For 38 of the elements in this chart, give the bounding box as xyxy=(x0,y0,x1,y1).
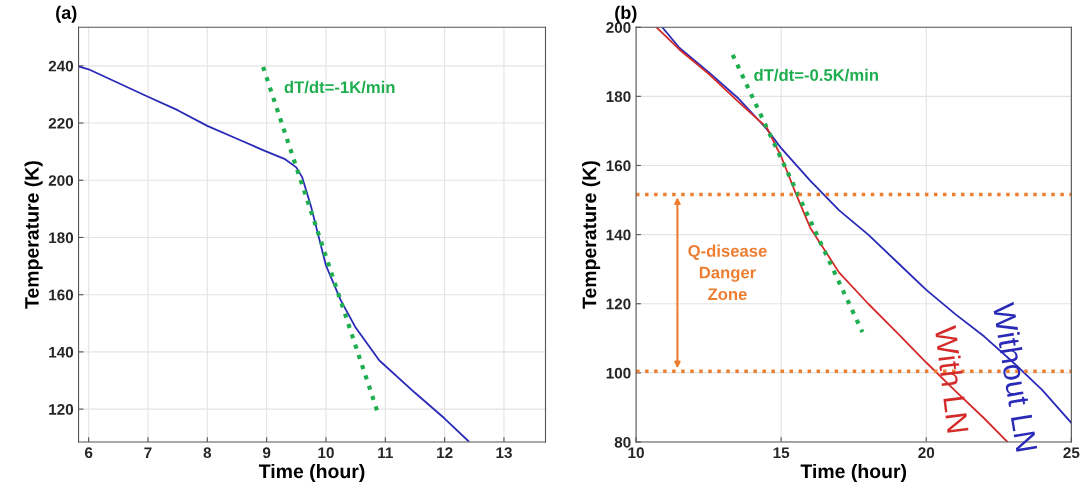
y-tick-label: 180 xyxy=(606,91,631,103)
x-tick-label: 10 xyxy=(318,447,334,459)
x-tick-label: 25 xyxy=(1063,447,1080,459)
x-tick-label: 13 xyxy=(496,447,512,459)
y-tick-label: 120 xyxy=(606,298,631,310)
chart-title: (a) xyxy=(56,5,77,23)
x-tick-label: 12 xyxy=(437,447,453,458)
x-tick-label: 20 xyxy=(918,447,935,459)
y-tick-label: 140 xyxy=(49,346,74,358)
x-axis-title: Time (hour) xyxy=(800,463,907,483)
y-axis-title: Temperature (K) xyxy=(24,161,43,309)
y-tick-label: 240 xyxy=(48,60,74,72)
x-tick-label: 6 xyxy=(84,447,93,459)
x-tick-label: 11 xyxy=(378,447,393,458)
x-tick-label: 8 xyxy=(203,447,212,459)
y-tick-label: 140 xyxy=(606,229,631,241)
y-tick-label: 180 xyxy=(49,232,74,244)
annotation: dT/dt=-0.5K/min xyxy=(754,68,878,82)
x-tick-label: 7 xyxy=(144,447,152,458)
text: Without LN xyxy=(992,301,1039,452)
y-tick-label: 160 xyxy=(606,160,631,172)
chart-title: (b) xyxy=(615,5,637,23)
y-tick-label: 100 xyxy=(606,367,631,379)
x-tick-label: 9 xyxy=(262,447,271,459)
y-tick-label: 200 xyxy=(48,175,74,186)
line-series xyxy=(78,65,470,443)
y-tick-label: 220 xyxy=(48,117,74,129)
annotation: Q-disease Danger Zone xyxy=(688,244,767,301)
annotation: dT/dt=-1K/min xyxy=(284,80,395,94)
y-tick-label: 160 xyxy=(49,289,74,301)
y-tick-label: 120 xyxy=(49,403,74,415)
x-tick-label: 10 xyxy=(628,447,644,459)
x-axis-title: Time (hour) xyxy=(258,463,365,483)
text: With LN xyxy=(934,324,970,433)
y-axis-title: Temperature (K) xyxy=(582,161,601,309)
y-tick-label: 80 xyxy=(614,436,631,448)
y-tick-label: 200 xyxy=(606,22,631,33)
x-tick-label: 15 xyxy=(773,447,790,459)
